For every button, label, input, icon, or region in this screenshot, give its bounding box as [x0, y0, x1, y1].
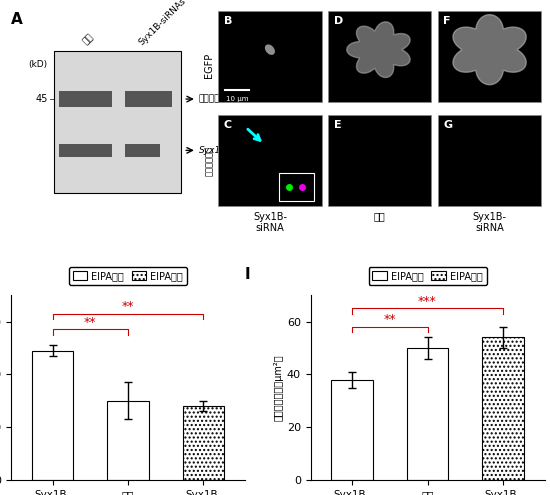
Text: A: A: [11, 12, 23, 27]
Text: EIPAなし: EIPAなし: [252, 12, 287, 22]
Bar: [482, 338, 524, 480]
Text: C: C: [224, 120, 232, 130]
Bar: [183, 406, 224, 480]
Bar: [328, 11, 431, 102]
Text: アクチン: アクチン: [199, 95, 220, 103]
Text: ***: ***: [418, 295, 437, 307]
Text: Syx1B-
siRNA: Syx1B- siRNA: [253, 211, 287, 233]
Bar: [107, 401, 148, 480]
Legend: EIPAなし, EIPAあり: EIPAなし, EIPAあり: [368, 267, 487, 285]
Text: I: I: [245, 267, 251, 282]
Bar: [328, 115, 431, 206]
Text: **: **: [383, 313, 396, 326]
Bar: [331, 380, 373, 480]
Bar: [218, 11, 322, 102]
Text: (kD): (kD): [29, 60, 48, 69]
Text: テキストラン: テキストラン: [205, 147, 214, 176]
Bar: [218, 115, 322, 206]
Y-axis label: 成長円錐面積（μm²）: 成長円錐面積（μm²）: [274, 354, 284, 421]
Text: EIPAあり: EIPAあり: [472, 12, 507, 22]
Text: 対照: 対照: [374, 211, 386, 222]
Text: B: B: [224, 15, 232, 26]
Polygon shape: [347, 22, 410, 78]
Text: EIPAなし: EIPAなし: [362, 12, 397, 22]
Text: Syx1B-
siRNA: Syx1B- siRNA: [472, 211, 507, 233]
Ellipse shape: [265, 45, 275, 55]
Text: F: F: [443, 15, 451, 26]
Text: **: **: [84, 316, 96, 329]
Polygon shape: [453, 15, 526, 85]
Bar: [125, 144, 160, 157]
Text: Syx1B-siRNAs: Syx1B-siRNAs: [136, 0, 187, 47]
Text: G: G: [443, 120, 453, 130]
Bar: [279, 173, 314, 201]
Text: Syx1B: Syx1B: [199, 146, 227, 155]
Bar: [53, 50, 182, 193]
Legend: EIPAなし, EIPAあり: EIPAなし, EIPAあり: [69, 267, 187, 285]
Text: 45: 45: [35, 94, 48, 104]
Text: E: E: [334, 120, 341, 130]
Bar: [407, 348, 448, 480]
Bar: [59, 144, 112, 157]
Text: 10 μm: 10 μm: [226, 96, 248, 102]
Bar: [438, 11, 541, 102]
Text: **: **: [122, 300, 134, 313]
Bar: [438, 115, 541, 206]
Bar: [32, 350, 73, 480]
Text: D: D: [334, 15, 343, 26]
Text: 対照: 対照: [82, 33, 96, 47]
Bar: [125, 92, 172, 107]
Bar: [59, 92, 112, 107]
Text: EGFP: EGFP: [205, 53, 214, 78]
